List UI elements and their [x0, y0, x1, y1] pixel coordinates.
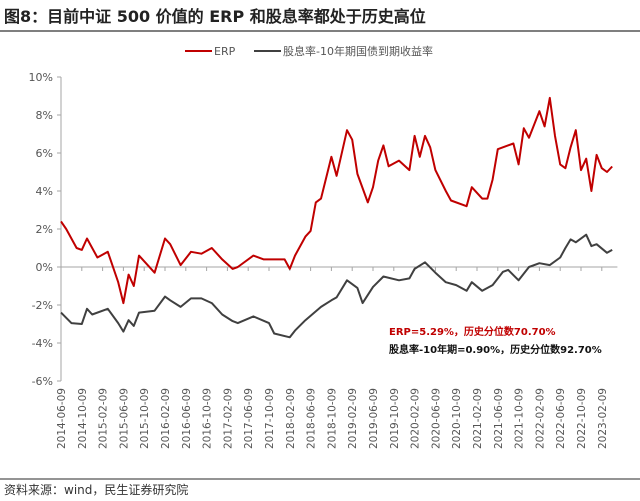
y-tick-label: 2%: [36, 223, 53, 236]
x-tick-label: 2021-10-09: [514, 388, 526, 449]
y-tick-label: -2%: [32, 299, 53, 312]
series-line-dividend: [60, 233, 613, 339]
x-tick-label: 2016-06-09: [181, 388, 193, 449]
x-tick-label: 2018-06-09: [306, 388, 318, 449]
x-tick-label: 2019-06-09: [368, 388, 380, 449]
legend: ERP 股息率-10年期国债到期收益率: [185, 44, 433, 58]
series-lines: [60, 96, 613, 339]
x-tick-label: 2019-02-09: [347, 388, 359, 449]
y-tick-label: -6%: [32, 375, 53, 388]
source-note: 资料来源：wind，民生证券研究院: [4, 482, 188, 497]
x-tick-label: 2021-06-09: [493, 388, 505, 449]
legend-label-erp: ERP: [214, 45, 236, 58]
x-tick-label: 2014-06-09: [56, 388, 68, 449]
annotation-dividend: 股息率-10年期=0.90%，历史分位数92.70%: [389, 343, 602, 356]
y-tick-label: 10%: [29, 71, 53, 84]
x-tick-label: 2022-02-09: [534, 388, 546, 449]
series-line-erp: [60, 96, 613, 305]
chart-title: 图8：目前中证 500 价值的 ERP 和股息率都处于历史高位: [4, 7, 426, 26]
x-tick-label: 2022-10-09: [576, 388, 588, 449]
y-tick-label: 4%: [36, 185, 53, 198]
x-tick-label: 2017-02-09: [222, 388, 234, 449]
annotation-erp: ERP=5.29%，历史分位数70.70%: [389, 325, 556, 338]
x-tick-label: 2015-02-09: [98, 388, 110, 449]
y-tick-label: -4%: [32, 337, 53, 350]
x-tick-label: 2015-10-09: [139, 388, 151, 449]
x-tick-label: 2023-02-09: [597, 388, 609, 449]
y-tick-label: 8%: [36, 109, 53, 122]
x-tick-label: 2018-02-09: [285, 388, 297, 449]
y-tick-label: 6%: [36, 147, 53, 160]
x-tick-label: 2022-06-09: [555, 388, 567, 449]
x-axis: 2014-06-09 2014-10-09 2015-02-09 2015-06-09…: [56, 266, 618, 449]
x-tick-label: 2017-06-09: [243, 388, 255, 449]
x-tick-label: 2016-02-09: [160, 388, 172, 449]
x-tick-label: 2020-10-09: [451, 388, 463, 449]
x-tick-label: 2019-10-09: [389, 388, 401, 449]
x-tick-label: 2020-06-09: [430, 388, 442, 449]
x-tick-label: 2018-10-09: [326, 388, 338, 449]
legend-label-dividend: 股息率-10年期国债到期收益率: [283, 44, 433, 58]
y-axis: 10% 8% 6% 4% 2% 0% -2% -4% -6%: [29, 71, 62, 388]
x-tick-label: 2016-10-09: [202, 388, 214, 449]
x-tick-label: 2021-02-09: [472, 388, 484, 449]
x-tick-label: 2015-06-09: [118, 388, 130, 449]
x-tick-label: 2020-02-09: [410, 388, 422, 449]
x-tick-label: 2014-10-09: [77, 388, 89, 449]
y-tick-label: 0%: [36, 261, 53, 274]
x-tick-label: 2017-10-09: [264, 388, 276, 449]
